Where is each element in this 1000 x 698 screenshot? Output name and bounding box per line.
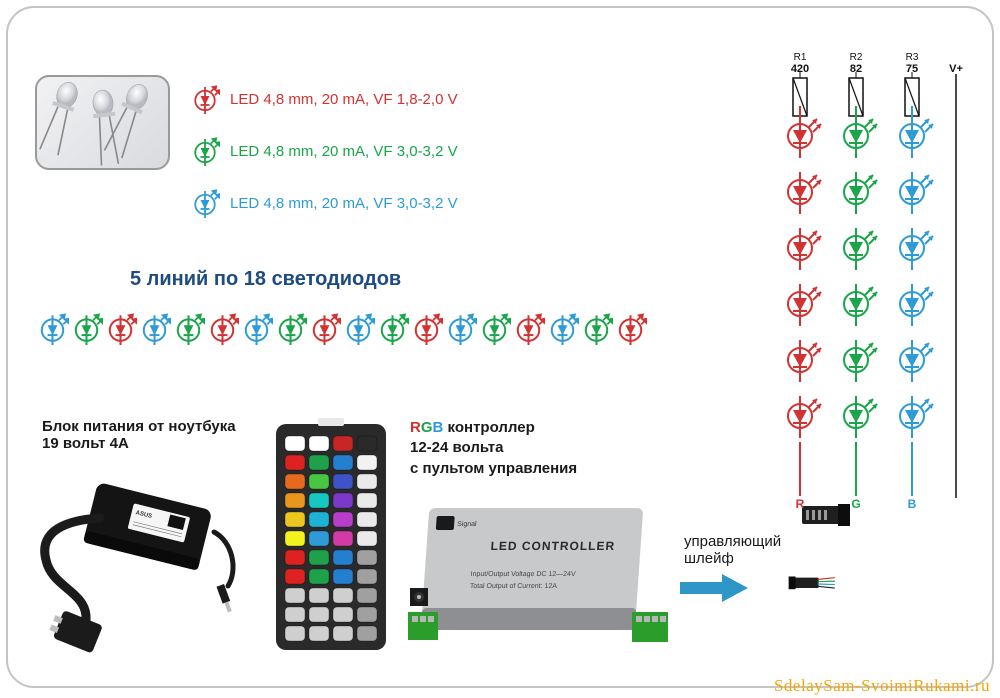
strip-led	[614, 312, 647, 350]
led-icon	[444, 312, 477, 345]
led-icon	[614, 312, 647, 345]
rgb-r: R	[410, 419, 421, 436]
rgb-controller-label: RGB RGB контроллер контроллер 12-24 воль…	[410, 418, 577, 479]
svg-text:R: R	[796, 497, 805, 511]
led-icon	[308, 312, 341, 345]
strip-led	[478, 312, 511, 350]
strip-led	[172, 312, 205, 350]
remote-image	[270, 418, 392, 656]
strip-led	[308, 312, 341, 350]
led-spec-row: LED 4,8 mm, 20 mA, VF 3,0-3,2 V	[190, 136, 458, 166]
psu-label-line1: Блок питания от ноутбука	[42, 418, 236, 435]
led-spec-row: LED 4,8 mm, 20 mA, VF 3,0-3,2 V	[190, 188, 458, 218]
schematic-diagram: R1420R282R375V+	[770, 48, 970, 538]
led-photo-svg	[37, 77, 170, 170]
rgb-word: контроллер	[448, 419, 535, 436]
strip-led	[342, 312, 375, 350]
controller-image: Signal LED CONTROLLER Input/Output Volta…	[408, 498, 668, 658]
svg-text:G: G	[851, 497, 860, 511]
strip-led	[274, 312, 307, 350]
led-icon	[410, 312, 443, 345]
led-spec-text: LED 4,8 mm, 20 mA, VF 3,0-3,2 V	[230, 143, 458, 160]
strip-led	[240, 312, 273, 350]
svg-text:R1: R1	[794, 52, 807, 63]
led-icon	[546, 312, 579, 345]
strip-led	[138, 312, 171, 350]
led-spec-text: LED 4,8 mm, 20 mA, VF 3,0-3,2 V	[230, 195, 458, 212]
led-icon	[580, 312, 613, 345]
svg-text:Signal: Signal	[457, 521, 477, 528]
strip-led	[206, 312, 239, 350]
led-icon	[36, 312, 69, 345]
watermark: SdelaySam-SvoimiRukami.ru	[774, 676, 990, 696]
led-photo	[35, 75, 170, 170]
led-spec-row: LED 4,8 mm, 20 mA, VF 1,8-2,0 V	[190, 84, 458, 114]
led-spec-text: LED 4,8 mm, 20 mA, VF 1,8-2,0 V	[230, 91, 458, 108]
strip-led	[580, 312, 613, 350]
strip-led	[512, 312, 545, 350]
strip-led	[36, 312, 69, 350]
led-icon	[342, 312, 375, 345]
led-icon	[190, 188, 220, 218]
led-icon	[240, 312, 273, 345]
controller-panel-text: LED CONTROLLER	[490, 539, 616, 553]
svg-text:R3: R3	[906, 52, 919, 63]
rgb-g: G	[421, 419, 433, 436]
led-icon	[206, 312, 239, 345]
psu-image: ASUS	[28, 460, 248, 655]
strip-led	[70, 312, 103, 350]
connector-bottom	[784, 568, 836, 600]
led-icon	[274, 312, 307, 345]
svg-text:V+: V+	[949, 63, 963, 75]
svg-text:Input/Output Voltage DC 12—2: Input/Output Voltage DC 12—24V	[470, 571, 576, 578]
led-icon	[190, 136, 220, 166]
led-strip-row	[36, 312, 647, 350]
led-spec-list: LED 4,8 mm, 20 mA, VF 1,8-2,0 V LED 4,8 …	[190, 84, 458, 240]
strip-led	[104, 312, 137, 350]
psu-label: Блок питания от ноутбука 19 вольт 4А	[42, 418, 242, 452]
led-icon	[104, 312, 137, 345]
led-icon	[512, 312, 545, 345]
led-icon	[376, 312, 409, 345]
rgb-label-line3: с пультом управления	[410, 460, 577, 477]
rgb-b: B	[433, 419, 444, 436]
led-icon	[478, 312, 511, 345]
svg-text:R2: R2	[850, 52, 863, 63]
connector-label: управляющийшлейф	[684, 533, 781, 567]
strip-led	[546, 312, 579, 350]
arrow-icon	[680, 572, 750, 604]
strip-led	[410, 312, 443, 350]
svg-text:B: B	[908, 497, 917, 511]
led-icon	[138, 312, 171, 345]
svg-text:Total Output of Current: 12A: Total Output of Current: 12A	[470, 583, 558, 590]
psu-label-line2: 19 вольт 4А	[42, 435, 129, 452]
rgb-label-line2: 12-24 вольта	[410, 439, 503, 456]
strip-led	[376, 312, 409, 350]
five-lines-heading: 5 линий по 18 светодиодов	[130, 268, 401, 291]
strip-led	[444, 312, 477, 350]
led-icon	[172, 312, 205, 345]
led-icon	[70, 312, 103, 345]
led-icon	[190, 84, 220, 114]
